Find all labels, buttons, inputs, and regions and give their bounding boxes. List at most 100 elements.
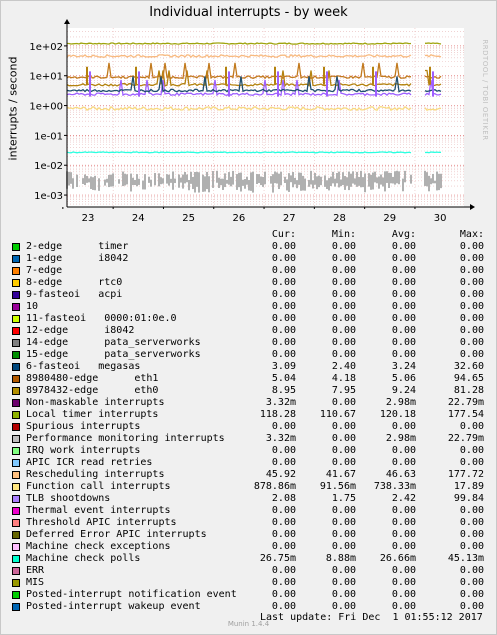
legend-avg: 5.06: [391, 373, 416, 384]
legend-avg: 0.00: [391, 457, 416, 468]
legend-min: 0.00: [331, 253, 356, 264]
legend-cur: 0.00: [271, 241, 296, 252]
legend-min: 0.00: [331, 457, 356, 468]
header-min: Min:: [331, 229, 356, 240]
legend-avg: 0.00: [391, 265, 416, 276]
legend-swatch: [12, 243, 20, 251]
legend-row: 2-edge timer 0.00 0.00 0.00 0.00: [12, 241, 492, 253]
y-tick-label: 1e-02: [34, 161, 63, 172]
legend-cur: 0.00: [271, 253, 296, 264]
legend-cur: 0.00: [271, 277, 296, 288]
legend-max: 0.00: [459, 337, 484, 348]
legend-label: Machine check polls: [26, 553, 141, 564]
chart-title: Individual interrupts - by week: [149, 5, 348, 20]
legend-label: Posted-interrupt wakeup event: [26, 601, 201, 612]
legend-swatch: [12, 507, 20, 515]
legend-min: 0.00: [331, 325, 356, 336]
legend-row: Machine check exceptions 0.00 0.00 0.00 0.00: [12, 541, 492, 553]
legend-avg: 46.63: [385, 469, 416, 480]
legend-row: 6-fasteoi megasas 3.09 2.40 3.24 32.60: [12, 361, 492, 373]
legend-label: Performance monitoring interrupts: [26, 433, 225, 444]
series-line: [424, 42, 442, 45]
legend-swatch: [12, 267, 20, 275]
legend-min: 0.00: [331, 445, 356, 456]
legend-min: 0.00: [331, 337, 356, 348]
legend-label: ERR: [26, 565, 45, 576]
legend-row: Rescheduling interrupts 45.92 41.67 46.63 17…: [12, 469, 492, 481]
legend-max: 81.28: [453, 385, 484, 396]
legend-min: 7.95: [331, 385, 356, 396]
series-line: [424, 151, 442, 154]
legend-max: 0.00: [459, 349, 484, 360]
legend-cur: 8.95: [271, 385, 296, 396]
legend-avg: 0.00: [391, 565, 416, 576]
legend-cur: 118.28: [259, 409, 296, 420]
legend-label: Thermal event interrupts: [26, 505, 171, 516]
legend-min: 110.67: [319, 409, 356, 420]
legend-avg: 0.00: [391, 241, 416, 252]
legend-avg: 0.00: [391, 445, 416, 456]
legend-swatch: [12, 483, 20, 491]
legend-avg: 2.98m: [385, 397, 416, 408]
legend-label: 1-edge i8042: [26, 253, 129, 264]
legend-min: 1.75: [331, 493, 356, 504]
x-tick-label: 23: [82, 213, 95, 224]
legend-row: 15-edge pata_serverworks 0.00 0.00 0.00 0.00: [12, 349, 492, 361]
legend-swatch: [12, 399, 20, 407]
legend-cur: 0.00: [271, 265, 296, 276]
legend-max: 0.00: [459, 529, 484, 540]
x-tick-label: 27: [283, 213, 296, 224]
legend-avg: 0.00: [391, 577, 416, 588]
legend-cur: 3.09: [271, 361, 296, 372]
legend-row: APIC ICR read retries 0.00 0.00 0.00 0.00: [12, 457, 492, 469]
legend-row: 10 0.00 0.00 0.00 0.00: [12, 301, 492, 313]
legend-label: 15-edge pata_serverworks: [26, 349, 201, 360]
legend-max: 99.84: [453, 493, 484, 504]
legend-label: Rescheduling interrupts: [26, 469, 165, 480]
legend-swatch: [12, 531, 20, 539]
legend-avg: 0.00: [391, 517, 416, 528]
legend-label: 10: [26, 301, 39, 312]
legend-row: 8-edge rtc0 0.00 0.00 0.00 0.00: [12, 277, 492, 289]
legend-label: Machine check exceptions: [26, 541, 171, 552]
legend-label: 12-edge i8042: [26, 325, 135, 336]
legend-max: 0.00: [459, 577, 484, 588]
x-tick-label: 28: [333, 213, 346, 224]
legend-avg: 26.66m: [379, 553, 416, 564]
legend-avg: 0.00: [391, 589, 416, 600]
legend-cur: 0.00: [271, 349, 296, 360]
legend-row: 14-edge pata_serverworks 0.00 0.00 0.00 0.00: [12, 337, 492, 349]
legend-swatch: [12, 519, 20, 527]
legend-max: 0.00: [459, 289, 484, 300]
legend-cur: 0.00: [271, 337, 296, 348]
legend-cur: 0.00: [271, 505, 296, 516]
legend-swatch: [12, 459, 20, 467]
legend-min: 91.56m: [319, 481, 356, 492]
legend-row: 9-fasteoi acpi 0.00 0.00 0.00 0.00: [12, 289, 492, 301]
legend-avg: 9.24: [391, 385, 416, 396]
legend-max: 0.00: [459, 445, 484, 456]
legend-swatch: [12, 543, 20, 551]
legend-avg: 0.00: [391, 325, 416, 336]
legend-swatch: [12, 315, 20, 323]
y-tick-label: 1e+01: [29, 72, 63, 83]
legend-swatch: [12, 591, 20, 599]
last-update: Last update: Fri Dec 1 01:55:12 2017: [260, 612, 483, 623]
series-line: [66, 105, 412, 112]
legend-cur: 0.00: [271, 289, 296, 300]
x-tick-label: 26: [233, 213, 246, 224]
legend-avg: 3.24: [391, 361, 416, 372]
legend-swatch: [12, 291, 20, 299]
x-tick-label: 25: [182, 213, 195, 224]
header-max: Max:: [459, 229, 484, 240]
legend-row: 7-edge 0.00 0.00 0.00 0.00: [12, 265, 492, 277]
legend-cur: 0.00: [271, 565, 296, 576]
legend-avg: 0.00: [391, 337, 416, 348]
legend-min: 0.00: [331, 349, 356, 360]
legend-min: 0.00: [331, 289, 356, 300]
legend-min: 0.00: [331, 565, 356, 576]
legend-min: 4.18: [331, 373, 356, 384]
legend-row: 8980480-edge eth1 5.04 4.18 5.06 94.65: [12, 373, 492, 385]
legend-label: 6-fasteoi megasas: [26, 361, 141, 372]
legend-cur: 0.00: [271, 601, 296, 612]
